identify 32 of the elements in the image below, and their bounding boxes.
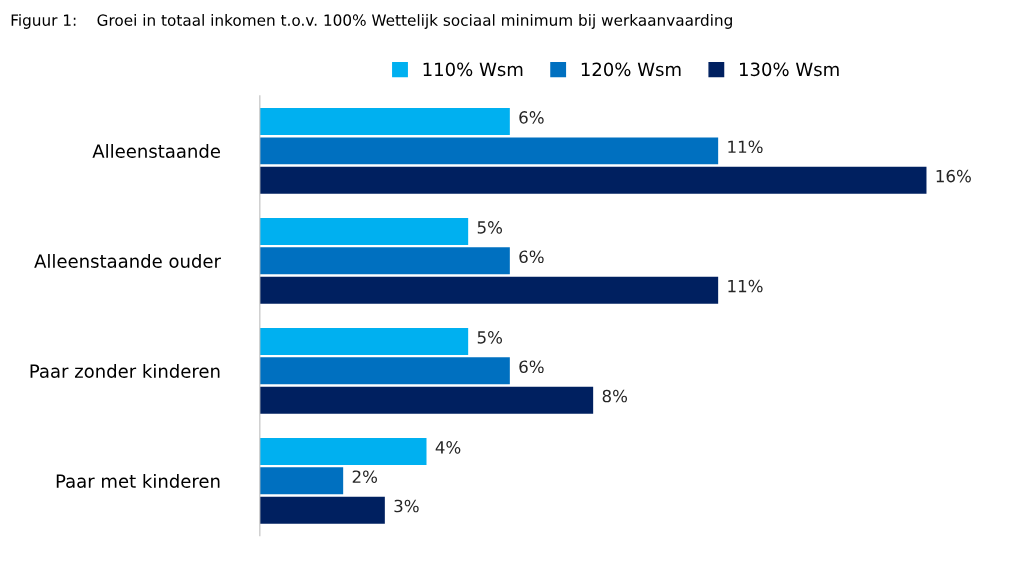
bar [259,276,719,304]
data-label: 6% [519,250,544,264]
bar [259,357,510,385]
data-label: 6% [519,111,544,124]
data-label: 4% [435,441,461,454]
legend-label: 130% Wsm [740,62,839,77]
legend-label: 110% Wsm [423,62,523,77]
bar [259,328,469,355]
bar [259,437,427,465]
bar [259,496,385,524]
bar [259,218,469,246]
data-label: 2% [352,470,378,483]
data-label: 5% [477,221,503,234]
bar [259,137,719,165]
data-label: 6% [519,360,544,374]
bar [259,386,594,414]
bar [259,467,344,495]
bar [259,166,927,194]
y-tick-label: Alleenstaande ouder [34,253,221,268]
bar [259,108,510,136]
data-label: 11% [728,140,763,154]
data-label: 8% [602,389,628,403]
bar [259,247,510,275]
data-label: 3% [394,499,419,513]
data-label: 5% [477,331,503,344]
y-tick-label: Alleenstaande [92,144,220,158]
legend-label: 120% Wsm [581,62,681,77]
data-label: 16% [936,169,971,183]
chart-title: Figuur 1: Groei in totaal inkomen t.o.v. 100% Wettelijk sociaal minimum bij werkaanvaarding [11,14,732,29]
y-tick-label: Paar met kinderen [56,473,220,488]
data-label: 11% [728,279,763,293]
y-tick-label: Paar zonder kinderen [30,363,220,378]
